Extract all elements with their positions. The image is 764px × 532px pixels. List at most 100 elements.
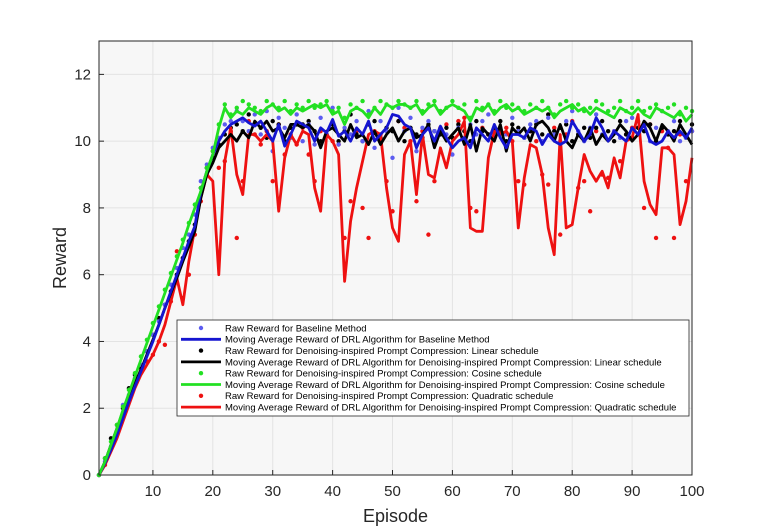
raw-point (474, 118, 479, 124)
moving-average-line-0 (97, 113, 694, 476)
raw-point (552, 125, 557, 130)
raw-point (504, 125, 509, 130)
raw-point (474, 98, 479, 104)
y-tick-label: 2 (83, 400, 91, 417)
raw-point (432, 128, 437, 134)
raw-point (617, 158, 623, 164)
raw-point (516, 125, 521, 130)
raw-point (558, 102, 563, 107)
raw-point (677, 138, 683, 144)
raw-point (570, 108, 575, 114)
raw-point (486, 112, 491, 117)
y-axis-label: Reward (50, 227, 70, 289)
raw-point (426, 102, 431, 107)
y-tick-label: 12 (74, 66, 91, 83)
legend-entry: Raw Reward for Denoising-inspired Prompt… (225, 369, 542, 380)
raw-point (593, 98, 599, 104)
raw-point (342, 125, 347, 130)
raw-point (629, 105, 635, 110)
x-tick-label: 100 (679, 483, 704, 500)
raw-point (605, 128, 611, 134)
raw-point (366, 235, 371, 241)
raw-point (480, 118, 485, 124)
raw-point (198, 179, 204, 184)
x-tick-label: 80 (564, 483, 581, 500)
legend-dot-swatch (198, 393, 204, 398)
raw-point (348, 102, 353, 107)
raw-point (474, 209, 479, 214)
raw-point (605, 108, 611, 114)
raw-point (587, 209, 593, 214)
raw-point (498, 98, 503, 104)
raw-point (498, 118, 503, 124)
raw-point (390, 155, 395, 161)
raw-point (372, 118, 377, 124)
raw-point (396, 105, 401, 110)
raw-point (617, 98, 623, 104)
raw-point (258, 132, 263, 137)
y-tick-label: 0 (83, 467, 91, 484)
raw-point (252, 105, 257, 110)
raw-point (564, 118, 569, 124)
raw-point (414, 148, 419, 154)
raw-point (647, 105, 653, 110)
raw-point (462, 115, 467, 120)
x-axis-label: Episode (363, 506, 428, 526)
legend-entry: Moving Average Reward of DRL Algorithm f… (225, 403, 676, 414)
raw-point (683, 179, 689, 184)
raw-point (671, 128, 677, 134)
x-tick-label: 70 (504, 483, 521, 500)
raw-point (426, 118, 431, 124)
raw-point (462, 102, 467, 107)
raw-point (653, 125, 659, 130)
legend-dot-swatch (198, 325, 204, 331)
raw-point (306, 98, 311, 104)
raw-point (270, 179, 275, 184)
moving-average-line-2 (97, 103, 694, 476)
raw-point (450, 98, 455, 104)
raw-point (360, 98, 365, 104)
legend-entry: Moving Average Reward of DRL Algorithm f… (225, 335, 490, 346)
axis-ticks: 10 20 30 40 50 60 70 80 90 100 0 2 4 6 8 10 12 (74, 66, 704, 500)
y-tick-label: 10 (74, 133, 91, 150)
raw-point (258, 142, 263, 147)
raw-point (575, 102, 581, 107)
raw-point (510, 122, 515, 127)
raw-point (234, 122, 239, 127)
raw-point (420, 125, 425, 130)
raw-point (312, 142, 317, 147)
x-tick-label: 40 (324, 483, 341, 500)
raw-point (360, 138, 365, 144)
legend-entry: Raw Reward for Denoising-inspired Prompt… (225, 391, 553, 402)
raw-point (683, 105, 689, 110)
raw-point (348, 199, 353, 204)
legend-entry: Moving Average Reward of DRL Algorithm f… (225, 380, 665, 391)
raw-point (581, 179, 587, 184)
raw-point (300, 105, 305, 110)
raw-point (396, 98, 401, 104)
x-tick-label: 90 (624, 483, 641, 500)
raw-point (324, 98, 329, 104)
raw-point (336, 142, 341, 147)
raw-point (408, 115, 413, 120)
raw-point (540, 98, 545, 104)
raw-point (611, 138, 617, 144)
raw-point (276, 115, 281, 120)
legend-entry: Moving Average Reward of DRL Algorithm f… (225, 357, 662, 368)
raw-point (270, 118, 275, 124)
raw-point (552, 128, 557, 134)
raw-point (234, 235, 239, 241)
raw-point (599, 118, 605, 124)
raw-point (677, 118, 683, 124)
x-tick-label: 30 (264, 483, 281, 500)
legend-dot-swatch (198, 348, 204, 353)
raw-point (564, 122, 569, 127)
raw-point (360, 205, 365, 211)
raw-point (593, 112, 599, 117)
raw-point (240, 98, 245, 104)
raw-point (216, 165, 221, 171)
raw-point (228, 118, 233, 124)
raw-point (222, 122, 227, 127)
raw-point (252, 112, 257, 117)
